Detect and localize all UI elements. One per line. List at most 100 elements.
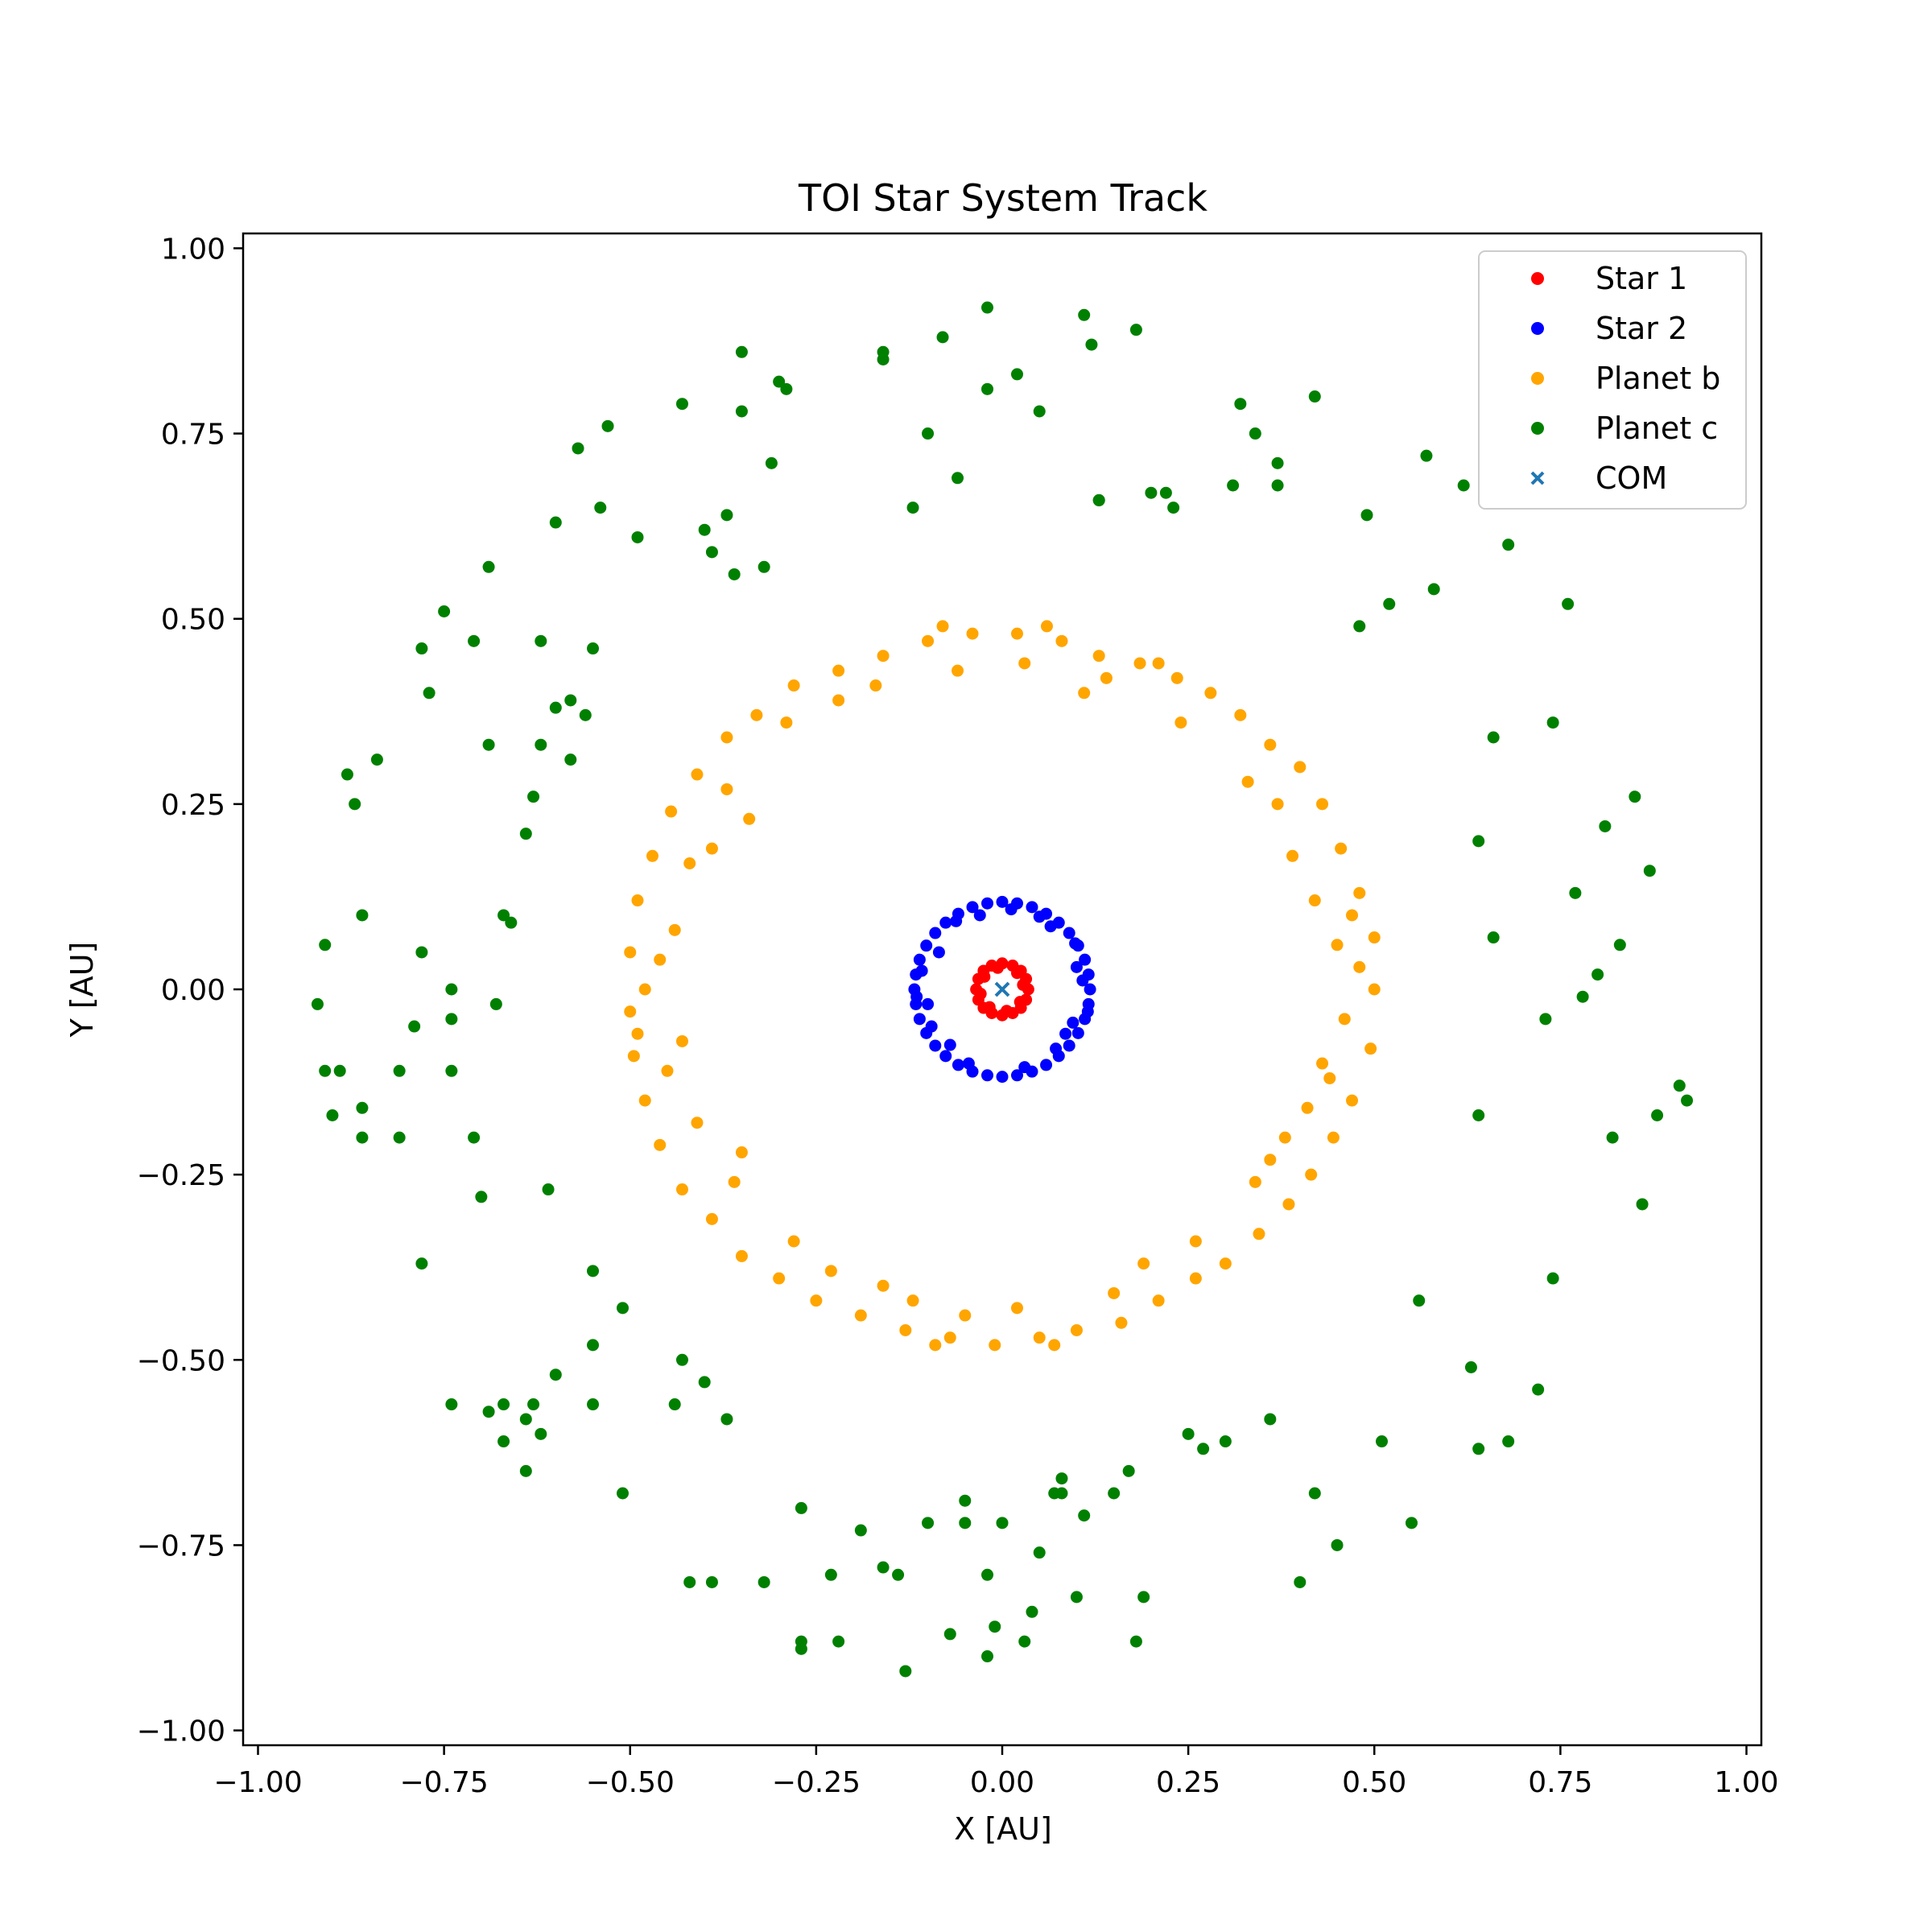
point-2-81 [654, 953, 667, 966]
point-2-15 [1189, 1272, 1202, 1285]
point-3-84 [892, 1568, 905, 1581]
legend-label-0: Star 1 [1596, 261, 1687, 296]
point-1-2 [1079, 953, 1092, 966]
x-tick-label: 0.75 [1528, 1766, 1592, 1799]
point-3-71 [981, 382, 994, 395]
point-3-69 [996, 1517, 1009, 1530]
point-2-78 [1078, 687, 1091, 700]
point-3-155 [415, 642, 428, 655]
point-2-55 [1316, 1057, 1329, 1070]
point-2-22 [1055, 634, 1068, 647]
point-3-41 [1249, 427, 1261, 440]
point-3-79 [936, 331, 949, 344]
point-2-0 [1368, 931, 1381, 944]
point-3-2 [1651, 1109, 1664, 1121]
point-1-42 [943, 1038, 956, 1051]
point-2-16 [1170, 671, 1183, 684]
series-3 [311, 301, 1694, 1678]
point-2-28 [922, 634, 935, 647]
point-2-34 [787, 679, 800, 692]
point-3-127 [549, 1368, 562, 1381]
point-3-130 [535, 738, 547, 751]
point-3-48 [1159, 486, 1172, 499]
point-3-3 [1643, 865, 1656, 877]
point-3-61 [1055, 1472, 1068, 1485]
point-3-21 [1472, 1109, 1485, 1121]
point-2-40 [691, 768, 704, 781]
point-3-54 [1108, 1487, 1121, 1500]
point-3-1 [1673, 1080, 1686, 1092]
point-3-105 [705, 1575, 718, 1588]
point-3-150 [445, 1064, 458, 1077]
point-3-119 [587, 1265, 600, 1278]
point-1-23 [939, 1050, 952, 1063]
point-3-39 [1271, 479, 1284, 492]
point-3-24 [1464, 1361, 1477, 1373]
legend: Star 1 Star 2 Planet b Planet c COM [1478, 250, 1747, 510]
point-2-57 [675, 1034, 688, 1047]
y-tick-label: −1.00 [137, 1715, 225, 1748]
point-1-20 [913, 1013, 926, 1026]
series-1 [908, 895, 1096, 1084]
point-2-97 [631, 1027, 644, 1040]
point-3-81 [922, 1517, 935, 1530]
point-3-76 [959, 1494, 972, 1507]
legend-label-1: Star 2 [1596, 311, 1687, 346]
point-3-122 [572, 442, 584, 455]
point-3-159 [393, 1131, 406, 1144]
y-axis-label: Y [AU] [64, 942, 100, 1038]
point-3-72 [981, 301, 994, 314]
point-1-44 [1059, 1027, 1072, 1040]
point-3-27 [1420, 449, 1433, 462]
y-tick-label: 0.50 [161, 604, 225, 637]
point-2-79 [906, 1294, 919, 1307]
point-2-77 [959, 1309, 972, 1322]
point-3-36 [1308, 1487, 1321, 1500]
point-2-45 [638, 1094, 651, 1107]
point-1-14 [929, 927, 942, 939]
point-1-30 [1040, 1059, 1053, 1071]
point-2-39 [705, 1212, 718, 1225]
point-3-49 [1145, 486, 1158, 499]
y-axis-ticks: −1.00 −0.75 −0.50 −0.25 0.00 0.25 0.50 0.75 1.00 [137, 233, 243, 1748]
point-1-10 [981, 897, 994, 910]
point-2-58 [1286, 849, 1299, 862]
point-3-77 [952, 472, 964, 485]
point-2-65 [728, 1175, 741, 1188]
point-3-82 [906, 502, 919, 514]
point-3-170 [311, 997, 324, 1010]
point-3-65 [1033, 1546, 1046, 1559]
point-1-55 [1081, 1005, 1094, 1018]
point-1-7 [1026, 901, 1038, 914]
point-2-93 [1048, 1339, 1061, 1352]
point-3-17 [1502, 539, 1515, 551]
point-3-113 [617, 1487, 629, 1500]
point-0-17 [1010, 967, 1023, 980]
point-3-63 [1048, 1487, 1061, 1500]
point-1-13 [939, 916, 952, 929]
point-2-54 [1308, 894, 1321, 907]
point-3-18 [1502, 1435, 1515, 1448]
point-3-92 [795, 1642, 807, 1655]
point-2-70 [1100, 671, 1113, 684]
point-3-138 [497, 909, 510, 922]
point-2-47 [627, 1050, 640, 1063]
point-2-14 [1204, 687, 1217, 700]
point-3-66 [1026, 1605, 1038, 1618]
point-1-40 [932, 946, 945, 959]
point-2-25 [989, 1339, 1001, 1352]
point-1-54 [910, 990, 923, 1003]
point-3-0 [1681, 1094, 1694, 1107]
point-3-70 [989, 1620, 1001, 1633]
point-2-29 [899, 1323, 912, 1336]
point-2-32 [832, 664, 845, 677]
series-4 [994, 981, 1010, 997]
point-3-86 [877, 353, 890, 365]
point-3-169 [319, 939, 332, 952]
point-2-4 [1335, 842, 1348, 855]
point-3-135 [519, 1464, 532, 1477]
legend-marker-0 [1531, 272, 1544, 285]
point-3-52 [1129, 1635, 1142, 1648]
point-3-20 [1487, 931, 1500, 944]
point-2-17 [1152, 1294, 1165, 1307]
